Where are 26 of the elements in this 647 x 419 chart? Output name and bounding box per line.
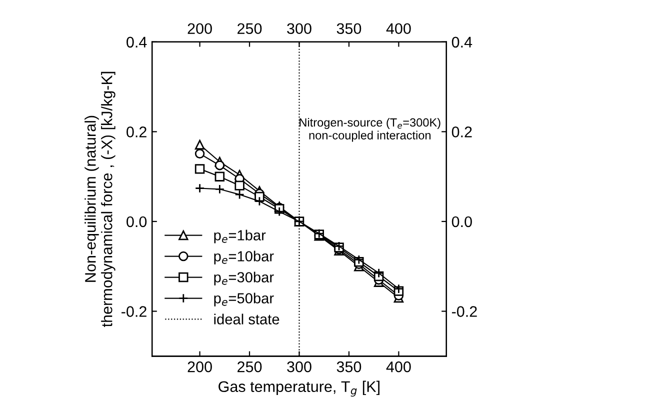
legend-label: p$_{e}$=10bar — [214, 250, 274, 264]
x2-tick-label: 350 — [336, 23, 362, 34]
x2-tick-label: 200 — [188, 23, 212, 34]
x-axis-title: Gas temperature, T$_{g}$ [K] — [218, 380, 380, 397]
y2-tick-label: 0.2 — [452, 126, 472, 138]
annotation: Nitrogen-source (T$_{e}$=300K) non-coupled interaction — [300, 118, 440, 142]
legend-label: p$_{e}$=50bar — [214, 292, 274, 306]
legend-label: p$_{e}$=1bar — [214, 230, 266, 244]
x2-tick-label: 250 — [238, 23, 262, 34]
x-tick-label: 300 — [287, 361, 312, 372]
x-tick-label: 200 — [188, 361, 212, 372]
y-tick-label: 0.2 — [126, 126, 146, 138]
x2-tick-label: 300 — [287, 23, 312, 34]
y-tick-label: -0.2 — [122, 306, 146, 317]
y2-tick-label: 0.0 — [452, 216, 472, 228]
y2-tick-label: 0.4 — [452, 36, 472, 48]
y-tick-label: 0.4 — [126, 36, 147, 48]
legend-label: p$_{e}$=30bar — [214, 272, 274, 286]
x2-tick-label: 400 — [386, 23, 411, 34]
y-axis-title: Non-equilibrium (natural) thermodynamical force , (-X) [kJ/kg-K] — [84, 72, 116, 327]
x-tick-label: 350 — [336, 361, 362, 372]
ref-line-label: ideal state — [214, 314, 280, 324]
x-tick-label: 250 — [238, 361, 262, 372]
y-tick-label: 0.0 — [126, 216, 147, 228]
y2-tick-label: -0.2 — [452, 306, 477, 317]
x-tick-label: 400 — [386, 361, 411, 372]
